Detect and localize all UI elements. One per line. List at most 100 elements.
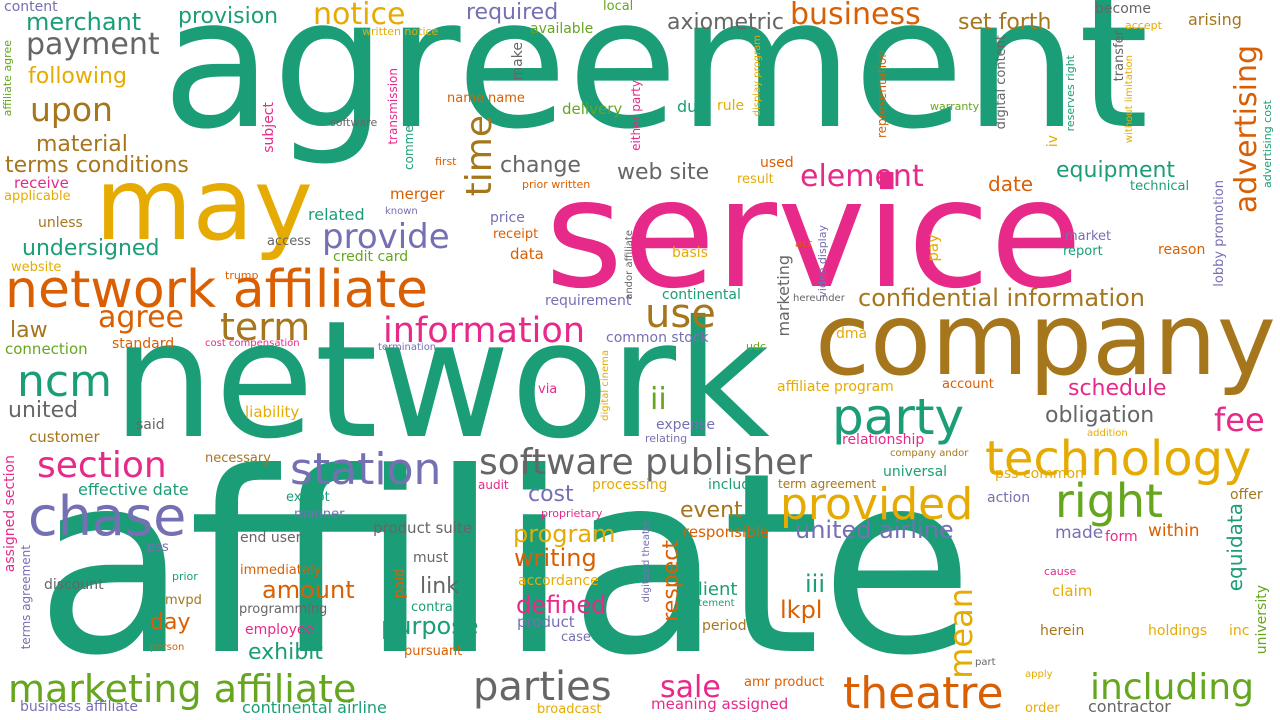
word-without-limitation: without limitation: [1124, 55, 1135, 144]
word-upon: upon: [30, 90, 113, 129]
word-effective-date: effective date: [78, 480, 189, 499]
word-immediately: immediately: [240, 563, 322, 578]
word-standard: standard: [112, 336, 175, 352]
word-date: date: [988, 172, 1034, 196]
word-change: change: [500, 153, 581, 178]
word-credit-card: credit card: [333, 249, 409, 265]
word-act: act: [795, 237, 813, 250]
word-content: content: [4, 0, 58, 15]
word-price: price: [490, 210, 525, 226]
word-basis: basis: [672, 245, 708, 261]
word-event: event: [680, 498, 743, 523]
word-make: make: [510, 42, 526, 81]
word-digital-cinema: digital cinema: [600, 350, 611, 421]
word-company: company: [815, 281, 1276, 398]
word-programming: programming: [239, 602, 328, 617]
word-written-notice: written notice: [362, 25, 439, 38]
word-advertising: advertising: [1229, 45, 1264, 214]
word-accept: accept: [1125, 19, 1162, 32]
word-university: university: [1254, 585, 1270, 655]
word-first: first: [435, 155, 457, 168]
word-form: form: [1105, 529, 1138, 545]
word-local: local: [603, 0, 634, 14]
word-known: known: [385, 206, 418, 217]
word-business-affiliate: business affiliate: [20, 699, 139, 715]
word-marketing: marketing: [774, 255, 793, 337]
word-employee: employee: [245, 622, 315, 638]
word-prior-written: prior written: [522, 178, 591, 191]
word-use: use: [645, 291, 716, 337]
word-term: term: [220, 305, 311, 349]
word-station: station: [290, 444, 442, 495]
word-lobby-promotion: lobby promotion: [1212, 180, 1227, 287]
word-pss: pss: [147, 540, 169, 555]
word-representation: representation: [875, 50, 889, 139]
word-continental: continental: [662, 287, 741, 303]
word-person: person: [150, 642, 185, 653]
word-applicable: applicable: [4, 189, 71, 204]
word-program: program: [513, 520, 616, 548]
word-relationship: relationship: [842, 432, 925, 448]
word-advertising-cost: advertising cost: [1261, 100, 1274, 188]
word-common-stock: common stock: [606, 330, 709, 346]
word-theatre: theatre: [843, 668, 1004, 719]
word-access: access: [267, 234, 311, 249]
word-inc: inc: [1229, 623, 1250, 639]
word-affiliate-agree: affiliate agree: [1, 40, 14, 117]
word-amount: amount: [262, 576, 355, 604]
word-manner: manner: [294, 507, 345, 522]
word-contract: contract: [411, 600, 465, 615]
word-connection: connection: [5, 340, 88, 358]
word-meaning-assigned: meaning assigned: [651, 695, 789, 713]
word-pursuant: pursuant: [404, 644, 463, 659]
word-link: link: [420, 574, 459, 599]
word-hereunder: hereunder: [793, 293, 845, 304]
word-cause: cause: [1044, 565, 1077, 578]
word-mvpd: mvpd: [165, 593, 202, 608]
word-end-user: end user: [240, 530, 302, 546]
word-result: result: [737, 172, 774, 187]
word-axiometric: axiometric: [667, 10, 784, 35]
word-agree: agree: [98, 300, 185, 335]
word-liability: liability: [245, 403, 300, 421]
word-affiliate: affiliate: [35, 419, 974, 710]
word-time: time: [459, 115, 500, 197]
word-united-airline: united airline: [795, 516, 954, 544]
word-subject: subject: [261, 102, 277, 153]
word-ii: ii: [650, 382, 667, 417]
word-arising: arising: [1188, 10, 1242, 29]
word-discount: discount: [44, 577, 104, 593]
word-reason: reason: [1158, 242, 1206, 258]
word-network-affiliate: network affiliate: [5, 260, 428, 320]
word-fee: fee: [1214, 401, 1265, 439]
word-receive: receive: [14, 174, 69, 192]
word-name-name: name name: [447, 91, 525, 106]
word-report: report: [1063, 244, 1103, 259]
word-via: via: [538, 382, 558, 397]
word-ncm: ncm: [17, 356, 112, 407]
word-necessary: necessary: [205, 451, 271, 466]
word-right: right: [1055, 474, 1164, 528]
word-rule: rule: [717, 98, 745, 114]
word-prior: prior: [172, 570, 198, 583]
word-audit: audit: [478, 478, 509, 492]
word-part: part: [975, 657, 996, 668]
word-equipment: equipment: [1056, 158, 1176, 183]
word-relating: relating: [645, 432, 688, 445]
word-must: must: [413, 550, 449, 566]
word-information: information: [383, 311, 586, 351]
word-iv: iv: [1045, 135, 1061, 148]
word-said: said: [136, 417, 165, 433]
word-amr-product: amr product: [744, 675, 825, 690]
word-product: product: [517, 613, 575, 631]
word-digitized-theatre: digitized theatre: [641, 520, 652, 603]
word-confidential-information: confidential information: [858, 284, 1146, 312]
word-transmission: transmission: [386, 68, 400, 145]
word-following: following: [28, 64, 127, 89]
word-service: service: [545, 148, 1083, 322]
word-pss-common: pss common: [995, 466, 1084, 482]
word-processing: processing: [592, 477, 668, 493]
word-united: united: [8, 398, 79, 423]
word-website: website: [11, 260, 62, 275]
